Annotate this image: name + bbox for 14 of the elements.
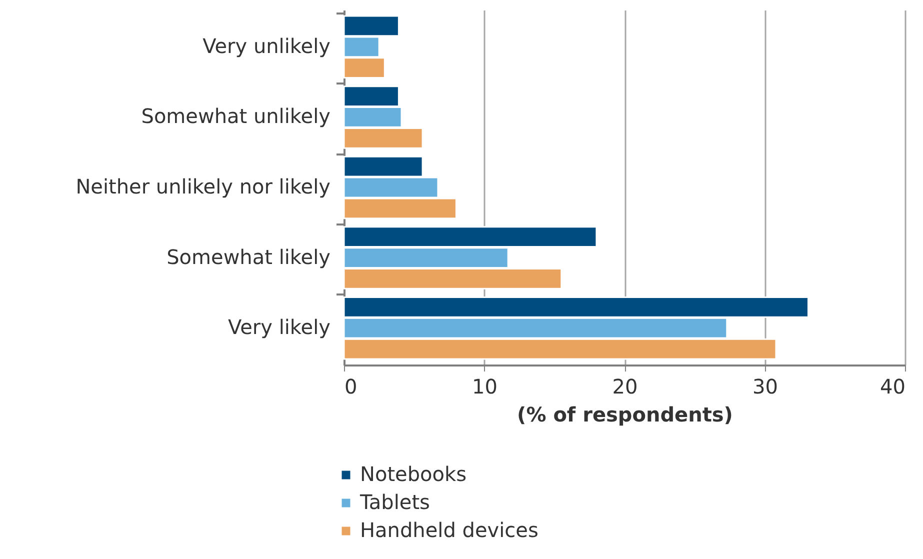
x-tick-label: 10 xyxy=(472,374,498,398)
x-tick-label: 30 xyxy=(752,374,778,398)
x-tick-label: 0 xyxy=(344,374,358,398)
x-axis-title: (% of respondents) xyxy=(517,402,733,426)
y-tick-label: Somewhat likely xyxy=(166,244,331,269)
legend-label: Tablets xyxy=(359,490,430,514)
y-tick-label: Neither unlikely nor likely xyxy=(76,174,331,198)
legend-label: Notebooks xyxy=(360,462,467,486)
x-tick-label: 40 xyxy=(880,374,906,398)
legend-label: Handheld devices xyxy=(360,518,538,542)
y-tick-label: Somewhat unlikely xyxy=(141,104,331,128)
x-tick-label: 20 xyxy=(612,374,638,398)
y-tick-label: Very likely xyxy=(228,315,331,340)
y-tick-label: Very unlikely xyxy=(202,34,331,58)
